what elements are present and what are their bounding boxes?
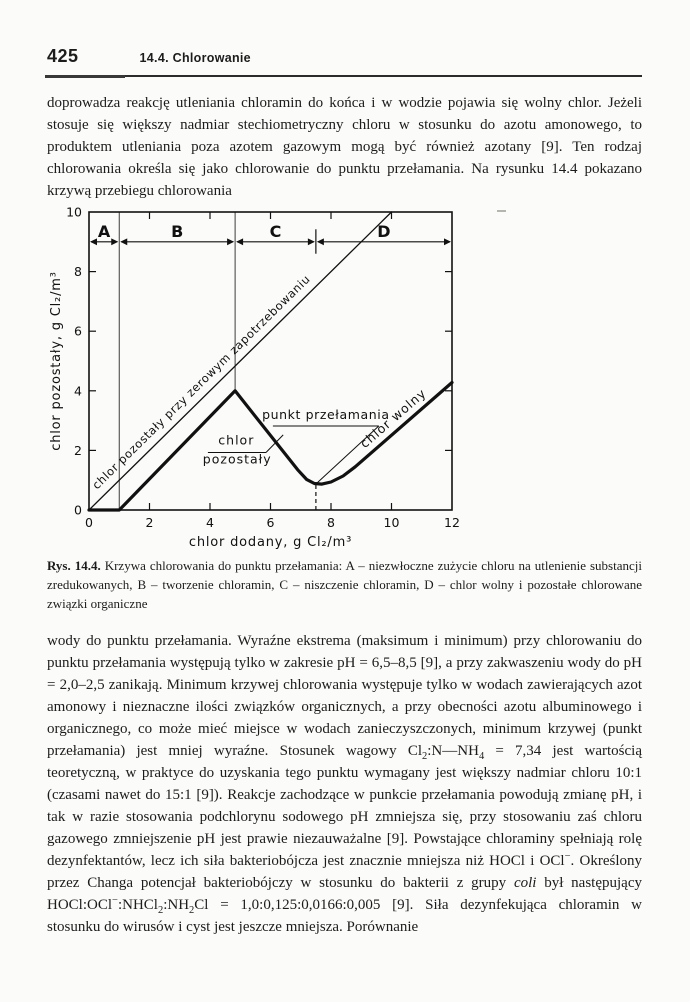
svg-text:10: 10 — [66, 205, 82, 220]
chart-wrap: A B C D 0 2 4 6 8 10 12 0 2 4 6 8 10 chlor dodany, g Cl₂/… — [43, 202, 642, 554]
svg-text:8: 8 — [74, 264, 82, 279]
figure-caption: Rys. 14.4. Krzywa chlorowania do punktu … — [47, 556, 642, 613]
svg-text:8: 8 — [327, 515, 335, 530]
header-rule-thick — [45, 75, 125, 78]
header-rule — [45, 75, 642, 79]
svg-text:0: 0 — [74, 503, 82, 518]
svg-text:chlor pozostały, g Cl₂/m³: chlor pozostały, g Cl₂/m³ — [49, 271, 64, 450]
svg-text:B: B — [171, 222, 183, 241]
svg-text:pozostały: pozostały — [203, 452, 272, 467]
caption-text: Krzywa chlorowania do punktu przełamania… — [47, 558, 642, 611]
svg-text:2: 2 — [146, 515, 154, 530]
svg-text:punkt przełamania: punkt przełamania — [262, 407, 390, 422]
svg-text:2: 2 — [74, 443, 82, 458]
figure-14-4: A B C D 0 2 4 6 8 10 12 0 2 4 6 8 10 chlor dodany, g Cl₂/… — [47, 202, 642, 613]
svg-text:4: 4 — [206, 515, 214, 530]
svg-text:10: 10 — [384, 515, 400, 530]
svg-text:12: 12 — [444, 515, 460, 530]
svg-text:chlor dodany, g Cl₂/m³: chlor dodany, g Cl₂/m³ — [189, 535, 352, 550]
caption-label: Rys. 14.4. — [47, 558, 101, 573]
svg-text:chlor pozostały przy zerowym z: chlor pozostały przy zerowym zapotrzebow… — [89, 272, 313, 492]
svg-text:D: D — [377, 222, 390, 241]
svg-text:A: A — [98, 222, 111, 241]
header-rule-long — [47, 75, 642, 77]
paragraph-body: wody do punktu przełamania. Wyraźne ekst… — [47, 633, 642, 935]
chlorination-chart: A B C D 0 2 4 6 8 10 12 0 2 4 6 8 10 chlor dodany, g Cl₂/… — [49, 205, 460, 551]
page-number: 425 — [47, 46, 79, 66]
section-title: 14.4. Chlorowanie — [139, 51, 251, 65]
svg-text:4: 4 — [74, 383, 82, 398]
print-artifact-dash — [497, 210, 506, 212]
page-header: 425 14.4. Chlorowanie — [47, 46, 642, 67]
svg-text:C: C — [270, 222, 282, 241]
paragraph-intro: doprowadza reakcję utleniania chloramin … — [47, 95, 642, 199]
svg-text:0: 0 — [85, 515, 93, 530]
svg-text:6: 6 — [74, 324, 82, 339]
svg-text:6: 6 — [267, 515, 275, 530]
svg-text:chlor: chlor — [218, 432, 254, 447]
